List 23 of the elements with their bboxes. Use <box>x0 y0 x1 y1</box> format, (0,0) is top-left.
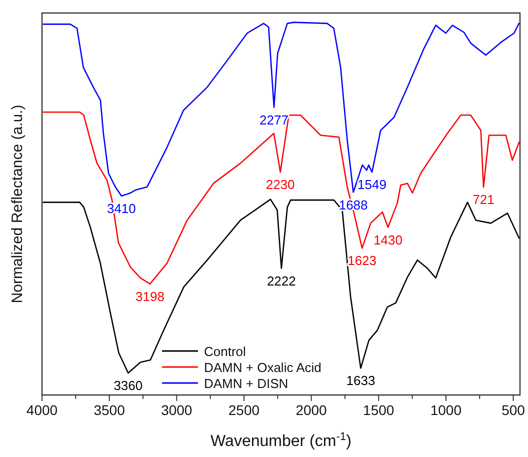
annotation: 3360 <box>114 378 143 394</box>
annotation: 1623 <box>348 253 377 268</box>
annotation: 1633 <box>346 373 376 388</box>
annotation: 2230 <box>266 177 295 192</box>
legend-label: DAMN + Oxalic Acid <box>204 360 322 375</box>
x-tick-label: 2500 <box>228 402 260 418</box>
annotation: 2277 <box>260 112 288 128</box>
annotation: 721 <box>472 192 494 208</box>
x-tick-label: 2000 <box>296 402 328 418</box>
annotation: 3198 <box>136 288 164 304</box>
x-tick-label: 3500 <box>94 402 126 418</box>
x-tick-label: 3000 <box>161 402 192 418</box>
annotation: 1430 <box>374 232 403 248</box>
annotation: 1549 <box>358 177 386 192</box>
legend-label: Control <box>204 344 246 359</box>
legend-label: DAMN + DISN <box>204 376 288 391</box>
annotation: 2222 <box>266 273 296 288</box>
x-tick-label: 1500 <box>363 402 394 418</box>
x-tick-label: 500 <box>502 402 526 418</box>
x-tick-label: 1000 <box>430 402 462 418</box>
x-tick-label: 4000 <box>26 402 58 418</box>
x-axis-title: Wavenumber (cm$^{-1}$) <box>210 431 352 450</box>
y-axis-title: Normalized Reflectance (a.u.) <box>9 104 26 304</box>
